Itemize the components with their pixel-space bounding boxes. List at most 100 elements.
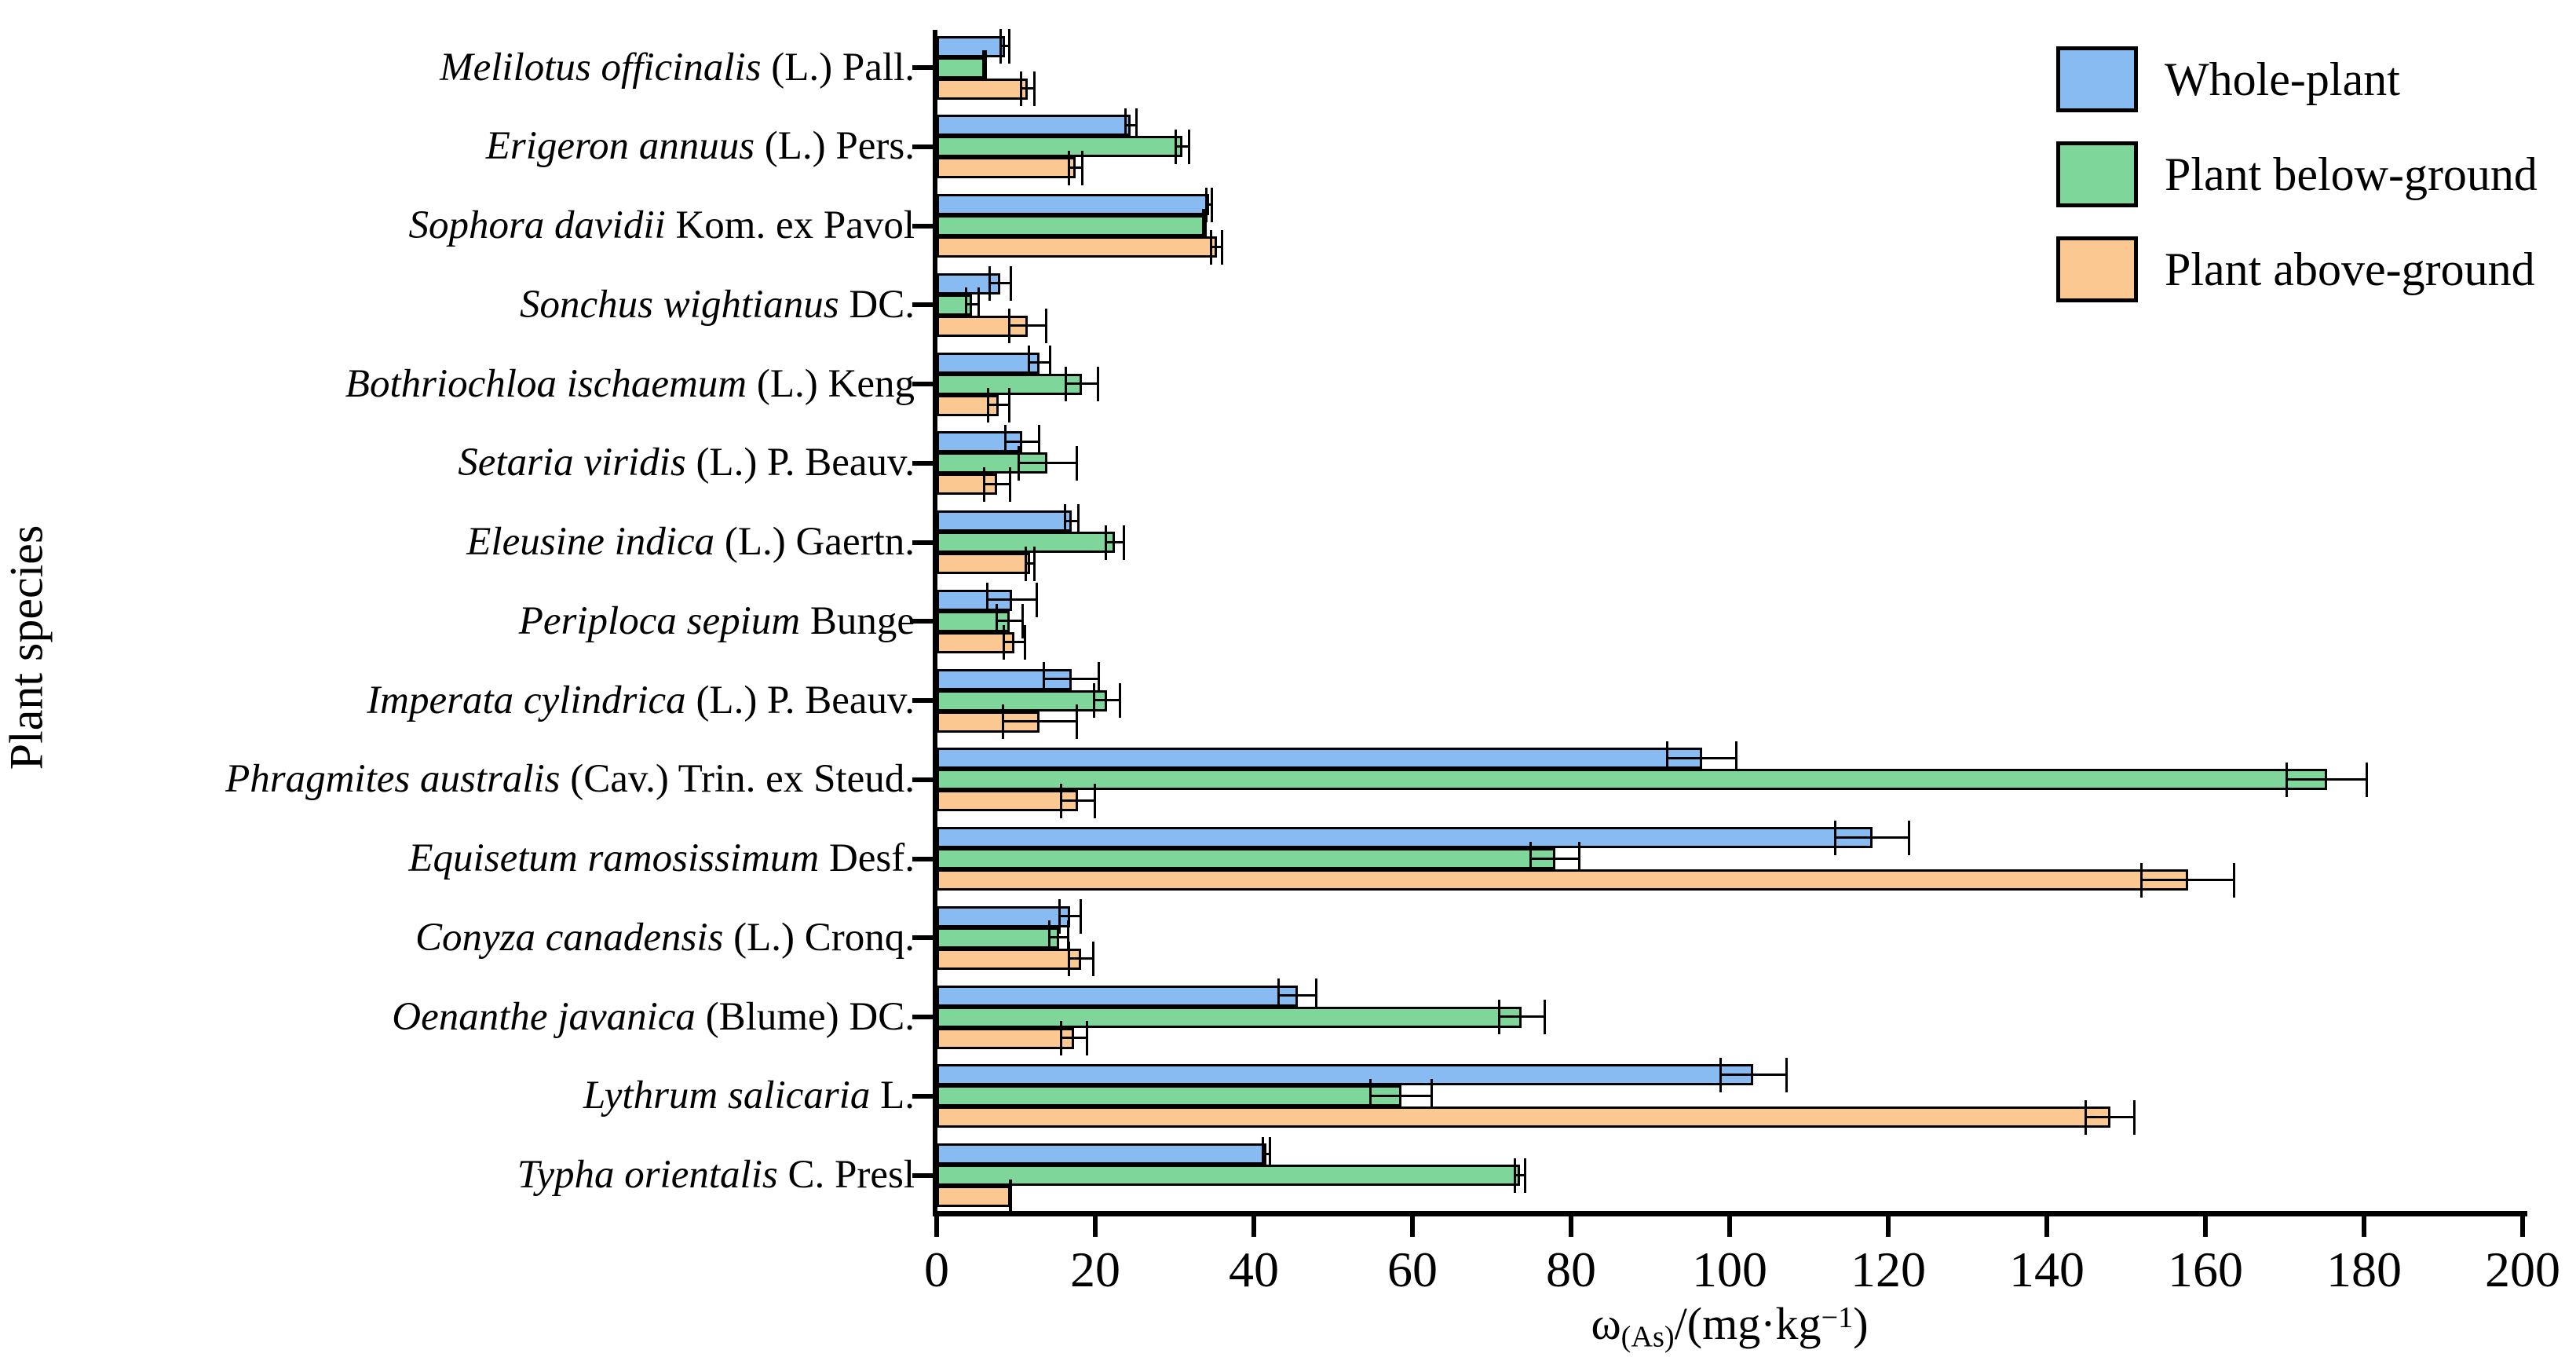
error-bar-cap-outer bbox=[1578, 841, 1581, 876]
error-bar-line bbox=[1514, 1173, 1527, 1176]
error-bar-cap-inner bbox=[1002, 625, 1005, 660]
error-bar-cap-outer bbox=[1045, 309, 1048, 344]
error-bar-cap-outer bbox=[1735, 741, 1738, 776]
species-authority: (L.) P. Beauv. bbox=[685, 441, 915, 485]
legend-swatch-above-ground bbox=[2056, 236, 2138, 302]
species-authority: (L.) P. Beauv. bbox=[685, 678, 915, 722]
x-tick bbox=[2520, 1216, 2525, 1237]
bar-whole-plant bbox=[937, 510, 1072, 532]
error-bar bbox=[1202, 208, 1208, 243]
bar-whole-plant bbox=[937, 1143, 1267, 1165]
error-bar-line bbox=[2140, 878, 2236, 881]
error-bar-cap-inner bbox=[988, 266, 991, 302]
category-label: Conyza canadensis (L.) Cronq. bbox=[0, 898, 915, 978]
error-bar bbox=[1028, 346, 1052, 381]
x-tick-label: 60 bbox=[1387, 1242, 1438, 1297]
error-bar-cap-inner bbox=[1202, 208, 1205, 243]
error-bar-cap-outer bbox=[1075, 704, 1078, 740]
category-label: Imperata cylindrica (L.) P. Beauv. bbox=[0, 661, 915, 741]
legend-label: Plant below-ground bbox=[2165, 148, 2538, 200]
x-tick bbox=[2362, 1216, 2366, 1237]
error-bar bbox=[965, 287, 980, 323]
error-bar-cap-inner bbox=[1067, 942, 1070, 977]
bar-whole-plant bbox=[937, 352, 1040, 374]
error-bar-cap-inner bbox=[1020, 71, 1023, 106]
error-bar-line bbox=[1124, 123, 1138, 126]
error-bar-cap-outer bbox=[1036, 583, 1039, 618]
category-label: Equisetum ramosissimum Desf. bbox=[0, 819, 915, 898]
error-bar-cap-inner bbox=[986, 388, 989, 423]
species-name: Oenanthe javanica bbox=[392, 994, 696, 1039]
bar-whole-plant bbox=[937, 115, 1131, 137]
error-bar-cap-outer bbox=[1123, 525, 1126, 560]
error-bar-cap-inner bbox=[2286, 762, 2288, 797]
category-label: Periploca sepium Bunge bbox=[0, 582, 915, 661]
error-bar bbox=[1369, 1078, 1434, 1114]
error-bar-line bbox=[1028, 361, 1052, 364]
bar-whole-plant bbox=[937, 905, 1070, 927]
error-bar-line bbox=[1002, 641, 1027, 644]
x-tick bbox=[2203, 1216, 2208, 1237]
error-bar-cap-inner bbox=[999, 29, 1002, 64]
error-bar-cap-inner bbox=[1018, 445, 1021, 481]
bar-above-ground bbox=[937, 236, 1217, 258]
error-bar-line bbox=[1498, 1015, 1546, 1019]
error-bar bbox=[985, 583, 1039, 618]
error-bar-cap-inner bbox=[1514, 1158, 1517, 1193]
error-bar-line bbox=[985, 598, 1039, 602]
bar-below-ground bbox=[937, 769, 2327, 791]
x-tick-label: 180 bbox=[2326, 1242, 2402, 1297]
category-tick bbox=[912, 619, 933, 624]
species-name: Erigeron annuus bbox=[485, 124, 755, 169]
species-name: Equisetum ramosissimum bbox=[408, 836, 820, 881]
species-authority: (L.) Pall. bbox=[761, 45, 915, 90]
species-name: Sonchus wightianus bbox=[520, 282, 839, 327]
error-bar-line bbox=[981, 66, 987, 68]
error-bar-line bbox=[986, 404, 1010, 407]
error-bar-cap-inner bbox=[1028, 346, 1031, 381]
error-bar-cap-outer bbox=[1080, 150, 1083, 185]
category-tick bbox=[912, 1015, 933, 1020]
error-bar-cap-inner bbox=[1067, 150, 1070, 185]
bar-below-ground bbox=[937, 1085, 1401, 1107]
error-bar-cap-inner bbox=[2140, 862, 2143, 898]
x-tick-label: 0 bbox=[924, 1242, 949, 1297]
error-bar-line bbox=[995, 620, 1025, 623]
error-bar-line bbox=[999, 45, 1010, 47]
error-bar bbox=[1008, 1179, 1012, 1214]
bar-above-ground bbox=[937, 790, 1078, 812]
error-bar-cap-inner bbox=[1058, 899, 1061, 935]
error-bar-cap-outer bbox=[1211, 187, 1214, 222]
error-bar bbox=[1210, 229, 1223, 265]
error-bar-cap-inner bbox=[981, 50, 985, 85]
category-tick bbox=[912, 302, 933, 308]
error-bar bbox=[1105, 525, 1126, 560]
legend-swatch-below-ground bbox=[2056, 141, 2138, 207]
error-bar-cap-inner bbox=[1092, 683, 1095, 719]
error-bar-cap-outer bbox=[1524, 1158, 1527, 1193]
x-tick bbox=[1886, 1216, 1891, 1237]
error-bar-cap-outer bbox=[1135, 108, 1138, 143]
error-bar bbox=[2286, 762, 2369, 797]
error-bar bbox=[1834, 820, 1911, 855]
x-tick bbox=[2044, 1216, 2049, 1237]
species-name: Sophora davidii bbox=[408, 203, 666, 248]
category-label: Oenanthe javanica (Blume) DC. bbox=[0, 978, 915, 1057]
error-bar-line bbox=[1666, 756, 1738, 759]
error-bar bbox=[1059, 783, 1096, 818]
error-bar-cap-outer bbox=[1007, 388, 1010, 423]
category-tick bbox=[912, 65, 933, 70]
species-name: Conyza canadensis bbox=[415, 915, 724, 960]
error-bar bbox=[1025, 546, 1036, 581]
bar-below-ground bbox=[937, 57, 985, 79]
x-tick bbox=[1410, 1216, 1415, 1237]
error-bar-cap-inner bbox=[1105, 525, 1108, 560]
x-tick-label: 20 bbox=[1070, 1242, 1120, 1297]
bar-whole-plant bbox=[937, 194, 1210, 216]
species-authority: Desf. bbox=[819, 836, 915, 881]
error-bar bbox=[1262, 1136, 1272, 1172]
error-bar-cap-outer bbox=[1431, 1078, 1434, 1114]
error-bar-line bbox=[1834, 836, 1911, 839]
x-tick-label: 100 bbox=[1692, 1242, 1767, 1297]
